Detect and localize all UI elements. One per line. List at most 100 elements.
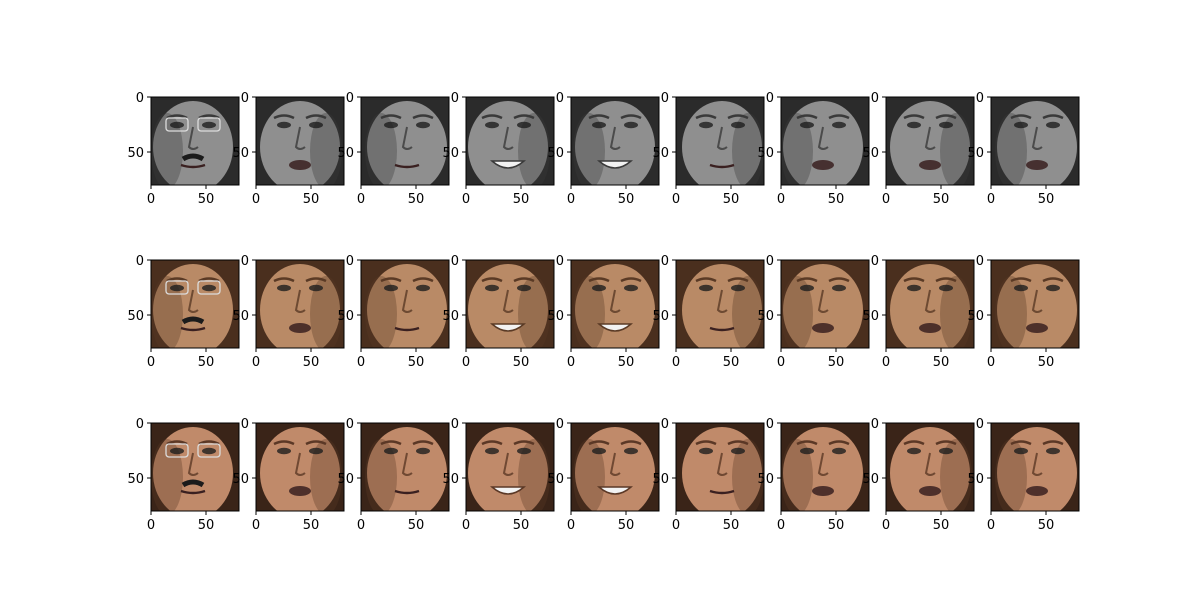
y-tick-label: 50 (967, 146, 984, 161)
left-eye (907, 284, 921, 292)
right-eye (517, 284, 531, 292)
x-tick-label: 50 (408, 518, 425, 533)
face-skin (260, 101, 340, 185)
left-eye (592, 121, 606, 129)
eyebrow (305, 277, 327, 283)
left-eye (384, 121, 398, 129)
face-panel-grayscale-input-1: 0 50 0 50 (127, 91, 240, 207)
y-tick-label: 50 (232, 309, 249, 324)
face-skin (367, 101, 447, 185)
eyebrow (1042, 114, 1064, 120)
x-tick-label: 50 (618, 192, 635, 207)
face-shadow (781, 439, 813, 511)
y-tick-label: 50 (442, 146, 459, 161)
right-eye (832, 121, 846, 129)
axes-frame (360, 259, 450, 349)
x-tick-label: 0 (777, 192, 785, 207)
face-image (676, 97, 764, 185)
eyebrow (903, 440, 925, 446)
axes-frame (255, 96, 345, 186)
right-eye (939, 284, 953, 292)
face-skin (783, 101, 863, 185)
y-tick-label: 50 (862, 309, 879, 324)
glasses-lens-left (165, 117, 189, 132)
left-eye (277, 447, 291, 455)
left-eye (699, 447, 713, 455)
nose (716, 452, 728, 476)
face-panel-grayscale-input-5: 0 50 0 50 (547, 91, 660, 207)
mouth (709, 326, 735, 332)
x-tick-label: 0 (987, 192, 995, 207)
y-tick-label: 0 (976, 254, 984, 269)
axes-frame (990, 422, 1080, 512)
eyebrow (935, 440, 957, 446)
y-tick-label: 0 (136, 254, 144, 269)
right-eye (309, 121, 323, 129)
face-skin (153, 427, 233, 511)
eyebrow (695, 114, 717, 120)
y-tick-label: 50 (652, 472, 669, 487)
y-tick-label: 50 (547, 146, 564, 161)
axes-frame (885, 259, 975, 349)
y-tick-label: 0 (241, 91, 249, 106)
face-panel-ground-truth-color-7: 0 50 0 50 (757, 417, 870, 533)
left-eye (384, 284, 398, 292)
mouth (490, 323, 526, 332)
face-image (571, 423, 659, 511)
mouth (180, 163, 206, 169)
face-image (571, 97, 659, 185)
left-eye (592, 284, 606, 292)
face-skin (153, 101, 233, 185)
face-skin (468, 427, 548, 511)
eyebrow (481, 114, 503, 120)
axes-frame (675, 422, 765, 512)
y-tick-label: 50 (967, 309, 984, 324)
left-eye (907, 121, 921, 129)
y-tick-label: 0 (451, 254, 459, 269)
eyebrow (198, 277, 220, 283)
mouth (394, 163, 420, 169)
eyebrow (273, 277, 295, 283)
face-image (886, 260, 974, 348)
face-image (676, 423, 764, 511)
eyebrow (727, 114, 749, 120)
y-tick-label: 50 (862, 472, 879, 487)
mouth (289, 323, 311, 333)
face-panel-grayscale-input-6: 0 50 0 50 (652, 91, 765, 207)
eyebrow (166, 277, 188, 283)
nose (401, 126, 413, 150)
x-tick-label: 0 (462, 355, 470, 370)
x-tick-label: 50 (513, 518, 530, 533)
x-tick-label: 0 (357, 192, 365, 207)
face-panel-grayscale-input-8: 0 50 0 50 (862, 91, 975, 207)
left-eye (170, 121, 184, 129)
y-tick-label: 0 (241, 254, 249, 269)
mouth (289, 486, 311, 496)
face-shadow (573, 439, 605, 511)
face-image (991, 423, 1079, 511)
face-image (256, 97, 344, 185)
eyebrow (305, 440, 327, 446)
right-eye (202, 447, 216, 455)
right-eye (832, 284, 846, 292)
nose (187, 126, 199, 150)
y-tick-label: 0 (451, 91, 459, 106)
axes-frame (990, 259, 1080, 349)
face-skin (575, 427, 655, 511)
face-skin (260, 264, 340, 348)
mouth (394, 489, 420, 495)
face-image (886, 423, 974, 511)
mustache (181, 153, 205, 162)
face-shadow (732, 276, 764, 348)
face-skin (997, 101, 1077, 185)
face-shadow (518, 439, 550, 511)
nose (924, 289, 936, 313)
x-tick-label: 50 (723, 192, 740, 207)
left-eye (699, 284, 713, 292)
y-tick-label: 0 (241, 417, 249, 432)
face-shadow (781, 276, 813, 348)
x-tick-label: 0 (882, 355, 890, 370)
face-shadow (573, 113, 605, 185)
nose (817, 126, 829, 150)
